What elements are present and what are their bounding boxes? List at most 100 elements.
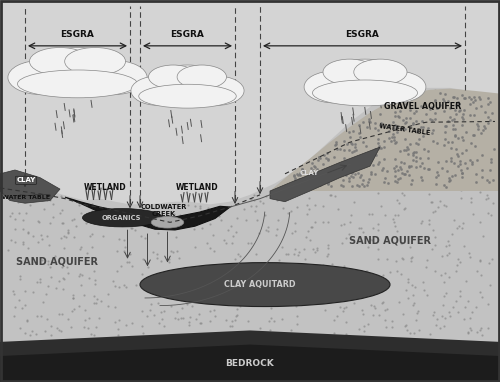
Point <box>36 278 44 285</box>
Point <box>146 301 154 308</box>
Point <box>426 106 434 112</box>
Point <box>210 232 218 238</box>
Point <box>326 192 334 198</box>
Point <box>266 327 274 333</box>
Point <box>357 237 365 243</box>
Point <box>490 200 498 206</box>
Point <box>280 185 288 191</box>
Point <box>412 158 420 164</box>
Point <box>285 300 293 306</box>
Point <box>91 277 99 283</box>
Point <box>396 147 404 154</box>
Point <box>400 160 408 166</box>
Point <box>392 129 400 135</box>
Point <box>305 171 313 177</box>
Point <box>474 126 482 133</box>
Point <box>128 225 136 231</box>
Point <box>287 208 295 214</box>
Point <box>288 230 296 236</box>
Point <box>365 118 373 125</box>
Point <box>92 324 100 330</box>
Point <box>431 208 439 214</box>
Polygon shape <box>65 197 230 230</box>
Point <box>272 197 280 203</box>
Point <box>304 171 312 177</box>
Point <box>308 176 316 183</box>
Point <box>286 286 294 292</box>
Point <box>488 98 496 104</box>
Point <box>412 117 420 123</box>
Point <box>390 137 398 143</box>
Point <box>112 209 120 215</box>
Point <box>436 104 444 110</box>
Point <box>462 304 469 310</box>
Point <box>350 148 358 154</box>
Point <box>304 183 312 189</box>
Point <box>402 159 409 165</box>
Point <box>406 107 414 113</box>
Point <box>290 192 298 198</box>
Point <box>454 137 462 143</box>
Point <box>56 311 64 317</box>
Point <box>41 328 49 334</box>
Point <box>370 125 378 131</box>
Point <box>378 300 386 306</box>
Point <box>346 167 354 173</box>
Point <box>396 108 404 114</box>
Point <box>158 316 166 322</box>
Point <box>46 220 54 227</box>
Point <box>346 163 354 169</box>
Point <box>12 304 20 310</box>
Point <box>344 175 352 181</box>
Point <box>452 146 460 152</box>
Point <box>434 204 442 210</box>
Point <box>471 143 479 149</box>
Point <box>346 219 354 225</box>
Point <box>397 159 405 165</box>
Point <box>418 220 426 226</box>
Point <box>454 89 462 95</box>
Point <box>466 325 474 331</box>
Point <box>111 319 119 325</box>
Point <box>331 142 339 148</box>
Point <box>388 138 396 144</box>
Ellipse shape <box>80 60 147 95</box>
Point <box>417 174 425 180</box>
Point <box>408 177 416 183</box>
Point <box>278 244 286 250</box>
Point <box>434 159 442 165</box>
Point <box>396 164 404 170</box>
Text: WATER TABLE: WATER TABLE <box>379 123 431 136</box>
Point <box>368 237 376 243</box>
Point <box>184 301 192 307</box>
Point <box>224 227 232 233</box>
Point <box>296 264 304 270</box>
Point <box>455 101 463 107</box>
Point <box>306 237 314 243</box>
Point <box>234 287 241 293</box>
Point <box>24 230 32 236</box>
Point <box>458 150 466 156</box>
Point <box>31 259 39 265</box>
Point <box>256 325 264 331</box>
Point <box>405 163 413 170</box>
Point <box>440 322 448 329</box>
Point <box>348 174 356 180</box>
Point <box>340 147 348 153</box>
Point <box>344 274 352 280</box>
Point <box>450 107 458 113</box>
Point <box>399 117 407 123</box>
Point <box>255 230 263 236</box>
Point <box>228 318 235 324</box>
Point <box>474 169 482 175</box>
Point <box>128 263 136 269</box>
Point <box>414 308 422 314</box>
Point <box>385 135 393 141</box>
Point <box>222 317 230 323</box>
Text: CLAY AQUITARD: CLAY AQUITARD <box>224 280 296 289</box>
Point <box>314 157 322 163</box>
Point <box>466 177 474 183</box>
Point <box>281 331 289 337</box>
Point <box>317 271 325 277</box>
Point <box>287 327 295 333</box>
